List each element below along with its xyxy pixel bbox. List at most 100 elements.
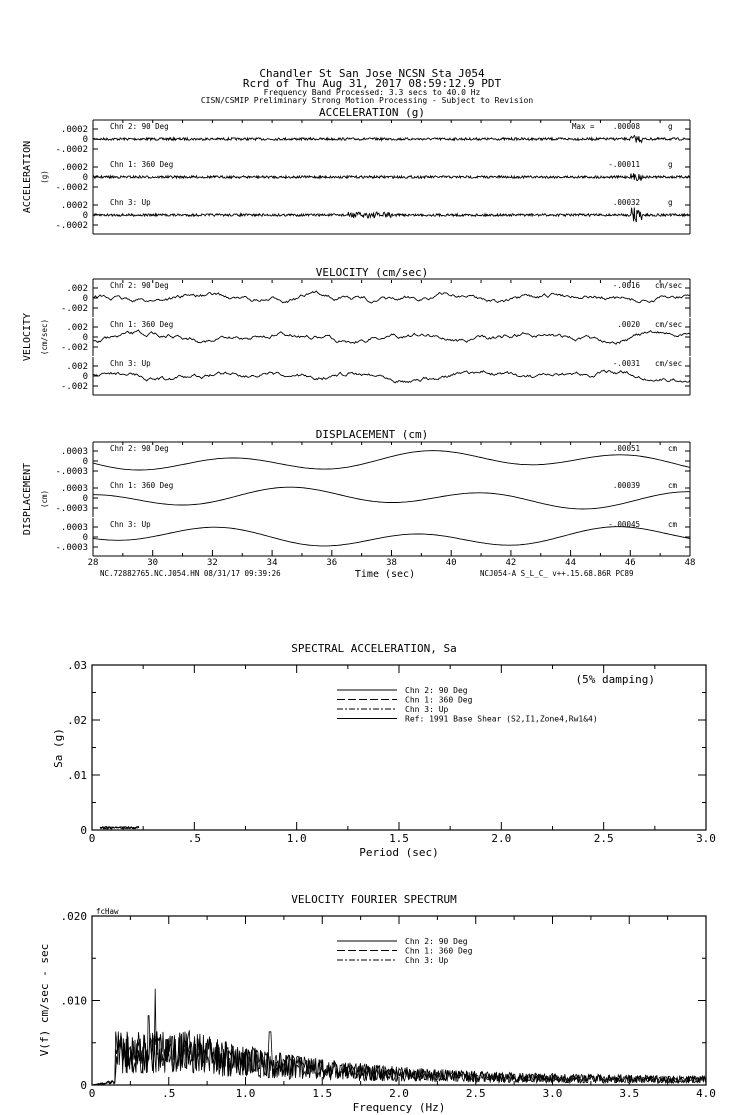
y-tick-label: -.0002 [55, 145, 88, 155]
trace-acc-chn2 [92, 207, 691, 223]
peak-unit: cm/sec [655, 359, 682, 368]
trace-vel-chn0 [92, 290, 691, 304]
x-tick-label: 40 [446, 558, 457, 568]
trace-dis-chn0 [92, 450, 691, 471]
trace-acc-chn1 [92, 173, 691, 182]
damping-note: (5% damping) [576, 673, 655, 686]
legend-entry: Chn 3: Up [405, 705, 449, 714]
legend-entry: Chn 2: 90 Deg [405, 686, 468, 695]
panel-title: VELOCITY (cm/sec) [316, 266, 429, 279]
peak-value: .00032 [613, 198, 640, 207]
trace-vel-chn1 [92, 329, 691, 345]
y-tick-label: -.0003 [55, 543, 88, 553]
x-tick-label: 2.0 [389, 1087, 409, 1100]
x-tick-label: 3.5 [619, 1087, 639, 1100]
max-label: Max = [572, 122, 595, 131]
y-tick-label: .002 [66, 323, 88, 333]
channel-label: Chn 3: Up [110, 198, 151, 207]
y-axis-label: VELOCITY [22, 313, 33, 361]
y-axis-unit: (cm) [40, 490, 49, 508]
y-axis-label: DISPLACEMENT [22, 463, 33, 535]
y-tick-label: .01 [67, 769, 87, 782]
y-axis-unit: (g) [40, 170, 49, 184]
chart-title: SPECTRAL ACCELERATION, Sa [291, 642, 457, 655]
fourier-curve-chn0 [91, 988, 707, 1086]
x-tick-label: 0 [89, 832, 96, 845]
peak-unit: cm/sec [655, 320, 682, 329]
y-tick-label: -.002 [61, 343, 88, 353]
chart-title: VELOCITY FOURIER SPECTRUM [291, 893, 457, 906]
peak-unit: cm [668, 444, 678, 453]
x-tick-label: 48 [685, 558, 696, 568]
x-tick-label: 1.5 [389, 832, 409, 845]
x-tick-label: 28 [88, 558, 99, 568]
x-tick-label: .5 [162, 1087, 175, 1100]
trace-vel-chn2 [92, 369, 691, 384]
y-tick-label: .0003 [61, 523, 88, 533]
fourier-curve-chn2 [91, 1031, 707, 1086]
channel-label: Chn 1: 360 Deg [110, 160, 173, 169]
channel-label: Chn 1: 360 Deg [110, 481, 173, 490]
legend-entry: Chn 1: 360 Deg [405, 696, 473, 705]
y-tick-label: 0 [83, 135, 88, 145]
y-tick-label: 0 [83, 494, 88, 504]
y-tick-label: .002 [66, 284, 88, 294]
peak-unit: g [668, 198, 673, 207]
y-tick-label: 0 [83, 333, 88, 343]
y-tick-label: .0003 [61, 447, 88, 457]
channel-label: Chn 2: 90 Deg [110, 281, 169, 290]
peak-value: .00051 [613, 444, 640, 453]
peak-unit: cm/sec [655, 281, 682, 290]
y-tick-label: 0 [83, 173, 88, 183]
panel-title: DISPLACEMENT (cm) [316, 428, 429, 441]
x-tick-label: 34 [267, 558, 278, 568]
channel-label: Chn 2: 90 Deg [110, 444, 169, 453]
y-axis-label: ACCELERATION [22, 141, 33, 213]
peak-value: -.0016 [613, 281, 641, 290]
y-tick-label: -.002 [61, 382, 88, 392]
y-axis-label: Sa (g) [52, 728, 65, 768]
peak-value: .0020 [617, 320, 640, 329]
x-tick-label: 4.0 [696, 1087, 716, 1100]
x-tick-label: 1.0 [236, 1087, 256, 1100]
header-station: Chandler St San Jose NCSN Sta J054 [259, 67, 485, 80]
x-tick-label: 36 [326, 558, 337, 568]
y-tick-label: 0 [83, 294, 88, 304]
panel-title: ACCELERATION (g) [319, 106, 425, 119]
processing-id: NCJ054-A S_L_C_ v++.15.68.86R PC89 [480, 569, 634, 578]
header-band: Frequency Band Processed: 3.3 secs to 40… [264, 88, 481, 97]
legend-entry: Ref: 1991 Base Shear (S2,I1,Zone4,Rw1&4) [405, 715, 598, 724]
y-tick-label: .0002 [61, 163, 88, 173]
y-axis-label: V(f) cm/sec - sec [38, 944, 51, 1057]
plot-frame [91, 664, 707, 831]
x-tick-label: 38 [386, 558, 397, 568]
x-tick-label: 46 [625, 558, 636, 568]
peak-unit: g [668, 160, 673, 169]
fourier-curve-chn1 [91, 1015, 707, 1086]
x-tick-label: 1.0 [287, 832, 307, 845]
legend-entry: Chn 2: 90 Deg [405, 937, 468, 946]
trace-dis-chn2 [92, 526, 691, 547]
sa-curve-chn2 [99, 826, 140, 830]
y-tick-label: .0002 [61, 201, 88, 211]
x-tick-label: 42 [505, 558, 516, 568]
y-tick-label: .010 [61, 995, 88, 1008]
x-tick-label: 1.5 [312, 1087, 332, 1100]
record-id: NC.72882765.NC.J054.HN 08/31/17 09:39:26 [100, 569, 281, 578]
channel-label: Chn 3: Up [110, 359, 151, 368]
x-tick-label: 2.0 [491, 832, 511, 845]
y-tick-label: -.002 [61, 304, 88, 314]
peak-value: -.0031 [613, 359, 640, 368]
y-tick-label: .02 [67, 714, 87, 727]
y-tick-label: .0003 [61, 484, 88, 494]
channel-label: Chn 1: 360 Deg [110, 320, 173, 329]
corner-label: fcHaw [96, 907, 119, 916]
y-tick-label: 0 [80, 824, 87, 837]
y-tick-label: .020 [61, 910, 88, 923]
y-tick-label: -.0002 [55, 221, 88, 231]
trace-acc-chn0 [92, 134, 691, 144]
y-tick-label: 0 [83, 211, 88, 221]
y-tick-label: -.0003 [55, 467, 88, 477]
x-axis-label: Time (sec) [355, 569, 415, 580]
channel-label: Chn 2: 90 Deg [110, 122, 169, 131]
